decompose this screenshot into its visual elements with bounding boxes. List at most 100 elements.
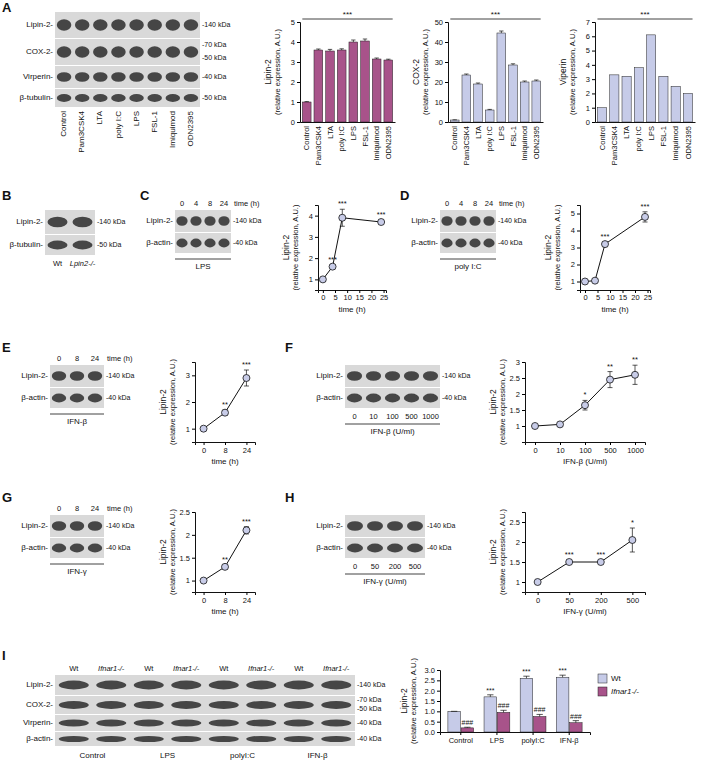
blot-band: [147, 46, 162, 57]
blot-panel: ELipin-2--140 kDaβ-actin--40 kDa0824time…: [2, 340, 135, 426]
x-tick-label: poly I:C: [485, 125, 494, 151]
point: [632, 371, 639, 378]
point: [222, 409, 229, 416]
y-tick-label: 3: [516, 358, 520, 367]
blot-band: [93, 19, 108, 30]
blot-band: [367, 521, 383, 531]
blot-band: [96, 681, 126, 690]
y-axis-title: (relative expression, A.U.): [273, 29, 282, 115]
plot-area: [448, 675, 582, 732]
caption-rule: [345, 424, 440, 425]
x-axis-title: time (h): [211, 607, 238, 616]
y-tick: 0.0: [425, 728, 440, 737]
row-label: β-actin-: [411, 238, 438, 247]
x-tick: 5: [333, 290, 337, 302]
x-tick-label: 10: [556, 446, 564, 455]
x-tick-mark: [560, 442, 561, 445]
bar: [556, 677, 569, 732]
x-axis-title: time (h): [211, 457, 238, 466]
x-tick: 0: [533, 442, 537, 455]
lane-label: 8: [75, 504, 79, 513]
y-tick-mark: [592, 122, 595, 123]
row-label: Virperin-: [23, 718, 53, 727]
x-tick: polyI:C: [521, 732, 545, 745]
mw-label: -50 kDa: [357, 705, 382, 712]
blot-strip: [345, 388, 440, 408]
bar: [683, 93, 692, 122]
blot-band: [48, 217, 68, 228]
blot-band: [93, 94, 108, 102]
lane-label: LTA: [95, 110, 104, 124]
blot-strip: [55, 696, 355, 714]
point: [534, 579, 541, 586]
y-tick-mark: [592, 36, 595, 37]
y-tick-label: 4: [586, 61, 590, 70]
x-tick: 10: [556, 442, 564, 455]
x-axis-title: IFN-β (U/ml): [563, 457, 607, 466]
x-tick-label: LPS: [497, 126, 506, 140]
x-tick-label: 15: [619, 293, 627, 302]
x-tick: 10: [343, 290, 351, 302]
error-bar: [500, 710, 506, 712]
bar-chart: *********############0.00.51.01.52.02.53…: [399, 658, 639, 746]
blot-panel: HLipin-2--140 kDaβ-actin--40 kDa05020050…: [285, 490, 456, 586]
blot-band: [385, 394, 400, 403]
y-tick: 1: [516, 422, 525, 431]
significance: **: [222, 555, 228, 564]
y-tick-mark: [445, 62, 448, 63]
significance: **: [607, 362, 613, 371]
legend-swatch: [598, 687, 607, 696]
line: [585, 217, 645, 282]
y-tick: 2.5: [510, 518, 525, 527]
x-tick: 500: [627, 592, 640, 605]
error-bar: [223, 410, 228, 415]
panel-letter: E: [2, 340, 11, 355]
mw-label: -50 kDa: [97, 241, 122, 248]
row-label: Lipin-2-: [21, 371, 48, 380]
point: [597, 559, 604, 566]
blot-band: [407, 544, 423, 553]
x-axis: 050200500: [526, 592, 646, 605]
blot-band: [75, 19, 90, 30]
point: [557, 421, 564, 428]
x-tick-label: 0: [202, 446, 206, 455]
bar: [647, 35, 656, 122]
x-axis: ControlPam3CSK4LTApoly I:CLPSFSL-1Imiqui…: [301, 122, 396, 165]
y-tick-label: 2: [291, 78, 295, 87]
blot-band: [184, 94, 199, 102]
y-tick-label: 2.5: [180, 508, 190, 517]
blot-band: [134, 736, 164, 742]
lane-label: 0: [445, 199, 449, 208]
y-tick-label: 3: [291, 58, 295, 67]
bar: [634, 68, 643, 122]
blot-band: [129, 19, 144, 30]
y-axis-line: [592, 23, 596, 123]
lane-label: 0: [57, 354, 61, 363]
mw-label: -40 kDa: [427, 544, 452, 551]
plot-area: [597, 35, 692, 122]
y-tick: 2.0: [425, 687, 440, 696]
y-axis: 012345: [291, 18, 301, 127]
mw-label: -40 kDa: [106, 544, 131, 551]
error-bar: [522, 81, 526, 82]
error-bar: [305, 101, 309, 102]
x-tick: IFN-β: [560, 732, 580, 745]
y-tick: 2.5: [510, 374, 525, 383]
y-tick-mark: [522, 426, 525, 427]
blot-panel: FLipin-2--140 kDaβ-actin--40 kDa01010050…: [285, 340, 471, 436]
error-bar: [340, 209, 345, 226]
bar: [497, 33, 506, 122]
blot-strip: [55, 39, 200, 65]
x-tick-label: 500: [604, 446, 617, 455]
y-tick: 40: [435, 38, 448, 47]
y-tick: 0.5: [425, 718, 440, 727]
point: [339, 214, 346, 221]
mw-label: -50 kDa: [202, 54, 227, 61]
significance: **: [222, 400, 228, 409]
y-axis-line: [437, 671, 441, 733]
y-tick: 2: [586, 89, 595, 98]
mw-label: -70 kDa: [357, 696, 382, 703]
y-tick-label: 1: [291, 98, 295, 107]
blot-strip: [50, 538, 104, 558]
y-tick-mark: [445, 22, 448, 23]
